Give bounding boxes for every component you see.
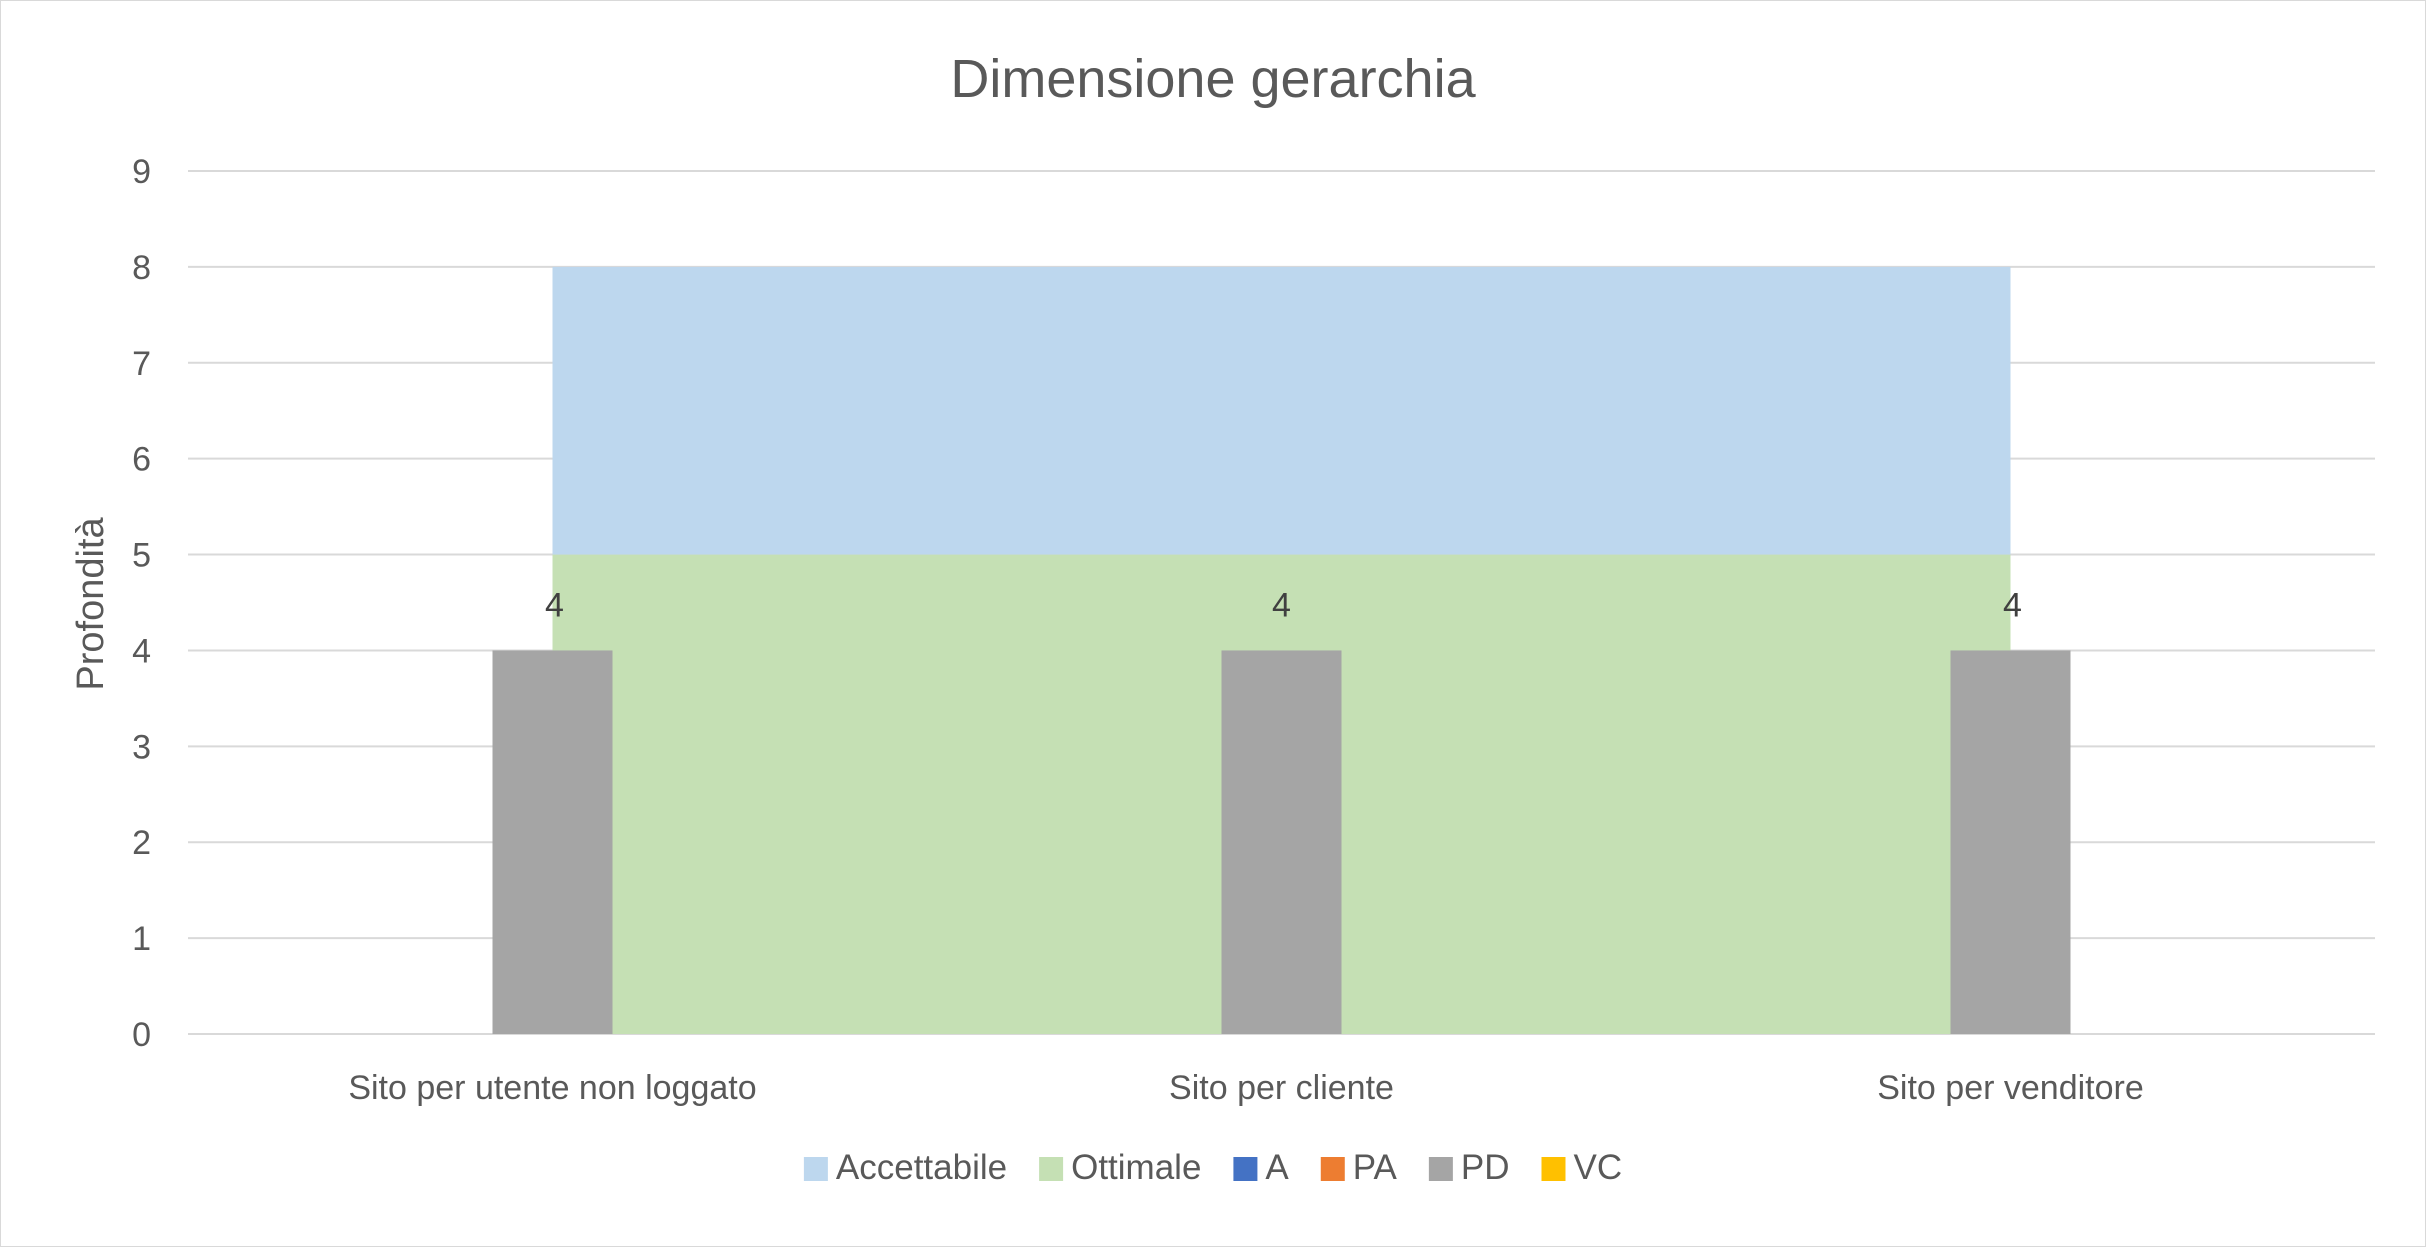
y-tick-label: 9 [132, 153, 151, 191]
y-tick-label: 6 [132, 441, 151, 479]
legend-label: PA [1353, 1148, 1398, 1187]
data-label: 4 [545, 586, 564, 624]
legend-item: PA [1320, 1148, 1398, 1187]
legend-label: VC [1573, 1148, 1622, 1187]
legend-label: Accettabile [836, 1148, 1007, 1187]
y-tick-label: 8 [132, 249, 151, 287]
y-tick-label: 2 [132, 824, 151, 862]
bar-pd [492, 650, 613, 1034]
bar-pd [1950, 650, 2071, 1034]
y-axis-title: Profondità [70, 517, 112, 691]
x-category-label: Sito per utente non loggato [348, 1069, 756, 1107]
data-labels: 4 4 4 [545, 586, 2022, 624]
x-axis-categories: Sito per utente non loggato Sito per clie… [348, 1069, 2143, 1107]
y-tick-label: 3 [132, 728, 151, 766]
bar-pd [1221, 650, 1342, 1034]
data-label: 4 [2003, 586, 2022, 624]
legend-item: Accettabile [803, 1148, 1007, 1187]
x-category-label: Sito per venditore [1877, 1069, 2144, 1107]
legend-item: VC [1541, 1148, 1622, 1187]
y-tick-label: 7 [132, 345, 151, 383]
y-tick-label: 4 [132, 632, 151, 670]
legend-item: Ottimale [1039, 1148, 1201, 1187]
y-axis-ticks: 0 1 2 3 4 5 6 7 8 9 [132, 153, 151, 1054]
legend: Accettabile Ottimale A PA PD VC [803, 1148, 1622, 1187]
legend-swatch [1541, 1157, 1566, 1181]
chart-title: Dimensione gerarchia [950, 49, 1476, 109]
x-category-label: Sito per cliente [1169, 1069, 1394, 1107]
legend-item: PD [1428, 1148, 1510, 1187]
data-label: 4 [1272, 586, 1291, 624]
legend-swatch [1039, 1157, 1064, 1181]
bars [492, 650, 2071, 1034]
legend-swatch [1428, 1157, 1453, 1181]
y-tick-label: 0 [132, 1016, 151, 1054]
y-tick-label: 1 [132, 920, 151, 958]
legend-swatch [803, 1157, 828, 1181]
legend-swatch [1320, 1157, 1345, 1181]
legend-label: PD [1461, 1148, 1510, 1187]
legend-label: Ottimale [1071, 1148, 1201, 1187]
y-tick-label: 5 [132, 537, 151, 575]
band-accettabile [552, 266, 2011, 555]
legend-swatch [1233, 1157, 1258, 1181]
legend-item: A [1233, 1148, 1289, 1187]
legend-label: A [1265, 1148, 1289, 1187]
